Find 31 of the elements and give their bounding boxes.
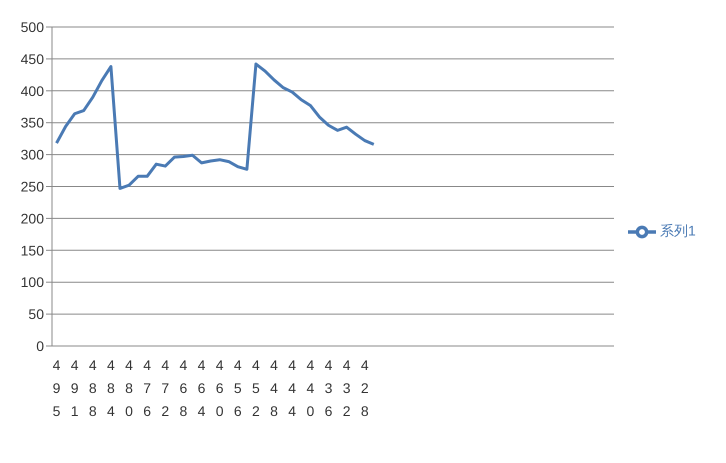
x-tick-label: 468 <box>180 357 188 419</box>
y-tick-label: 400 <box>20 82 44 99</box>
y-tick-label: 450 <box>20 50 44 67</box>
y-tick-label: 300 <box>20 146 44 163</box>
x-tick-label: 460 <box>216 357 224 419</box>
x-tick-label: 444 <box>288 357 296 419</box>
x-tick-label: 464 <box>198 357 206 419</box>
y-tick-label: 500 <box>20 18 44 35</box>
x-tick-label: 428 <box>360 357 369 419</box>
x-tick-label: 480 <box>125 357 134 419</box>
y-tick-label: 350 <box>20 114 44 131</box>
x-tick-label: 484 <box>107 357 116 419</box>
x-tick-label: 472 <box>161 357 170 419</box>
y-tick-label: 250 <box>20 178 44 194</box>
x-tick-label: 488 <box>88 357 97 419</box>
y-tick-label: 0 <box>36 338 44 354</box>
legend-label: 系列1 <box>660 222 696 238</box>
x-tick-label: 476 <box>143 357 152 419</box>
x-tick-label: 491 <box>70 357 79 419</box>
y-tick-label: 50 <box>28 306 44 322</box>
line-series <box>55 62 376 190</box>
x-tick-label: 448 <box>270 357 278 419</box>
x-tick-label: 436 <box>324 357 333 419</box>
x-tick-label: 495 <box>52 357 61 419</box>
x-tick-label: 452 <box>252 357 260 419</box>
x-tick-label: 432 <box>342 357 351 419</box>
y-tick-label: 200 <box>20 210 44 226</box>
x-tick-label: 456 <box>234 357 242 419</box>
x-tick-label: 440 <box>306 357 314 419</box>
y-tick-label: 100 <box>20 274 44 290</box>
y-tick-label: 150 <box>20 242 44 258</box>
